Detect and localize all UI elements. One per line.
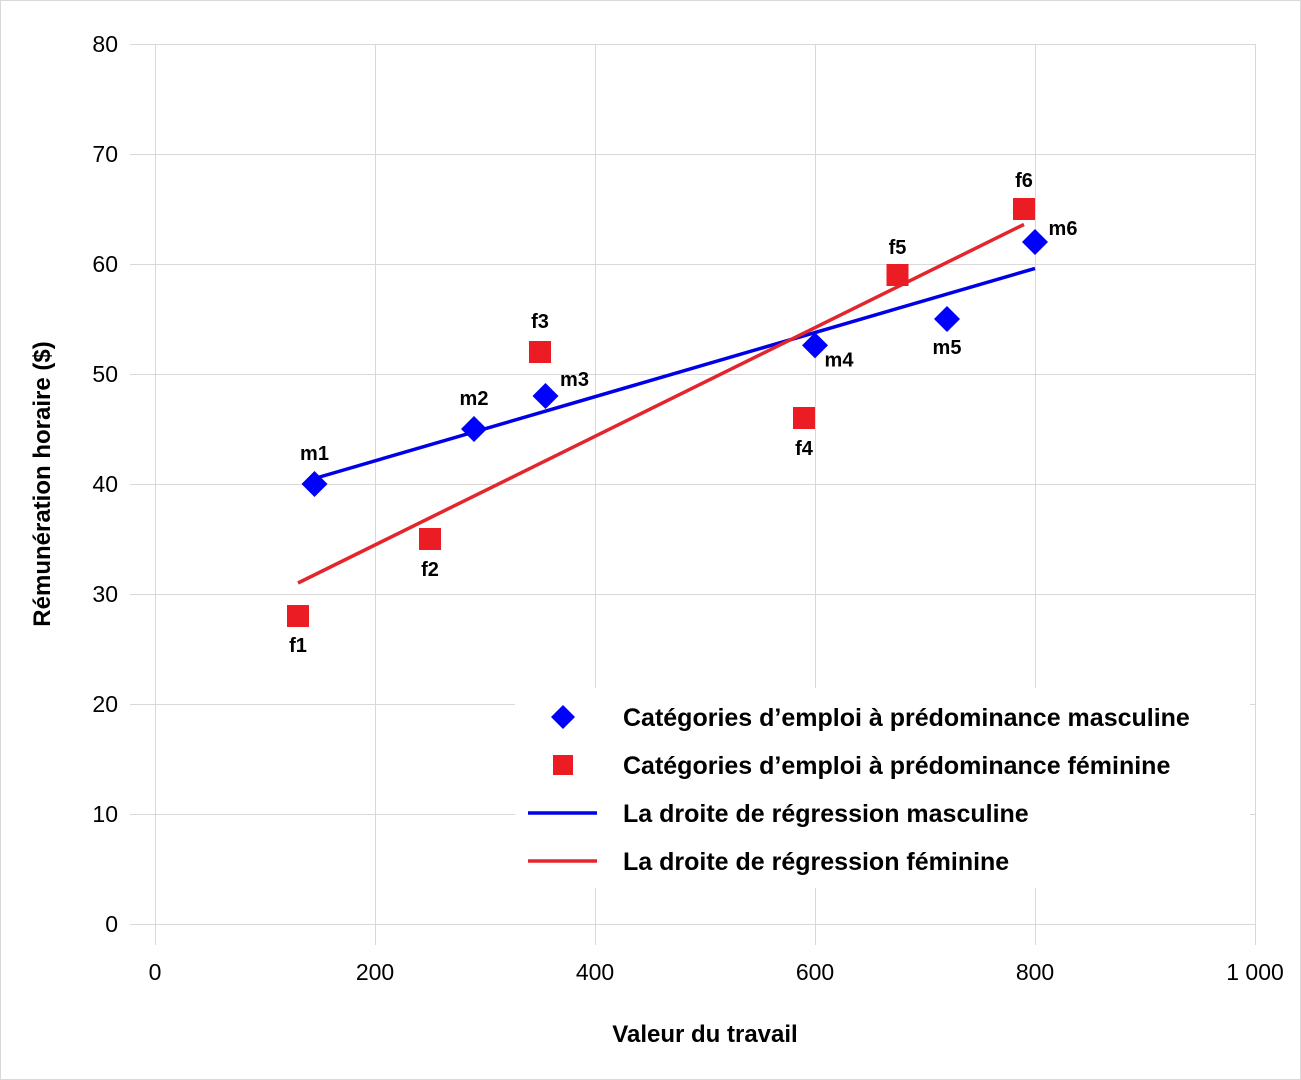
x-tick-label: 600 bbox=[796, 959, 834, 985]
legend-label-female-categories: Catégories d’emploi à prédominance fémin… bbox=[623, 752, 1170, 780]
y-tick-label: 80 bbox=[92, 31, 118, 57]
data-point-m5 bbox=[934, 306, 960, 332]
x-tick-label: 800 bbox=[1016, 959, 1054, 985]
x-tick-label: 200 bbox=[356, 959, 394, 985]
y-tick-label: 60 bbox=[92, 251, 118, 277]
legend-entry-female-categories: Catégories d’emploi à prédominance fémin… bbox=[553, 752, 1170, 780]
legend-entry-male-categories: Catégories d’emploi à prédominance mascu… bbox=[551, 704, 1190, 732]
y-tick-label: 40 bbox=[92, 471, 118, 497]
point-label-f1: f1 bbox=[289, 635, 307, 657]
legend-entry-female-regression: La droite de régression féminine bbox=[528, 848, 1009, 876]
legend-diamond-shape bbox=[551, 705, 575, 729]
y-axis-tick-labels: 0 10 20 30 40 50 60 70 80 bbox=[92, 31, 118, 937]
point-labels: m1 m2 m3 m4 m5 m6 f1 f2 f3 f4 f5 f6 bbox=[289, 170, 1077, 657]
legend-label-female-regression: La droite de régression féminine bbox=[623, 848, 1009, 876]
data-point-f6 bbox=[1013, 198, 1035, 220]
legend-square-marker bbox=[553, 755, 573, 775]
data-point-f4 bbox=[793, 407, 815, 429]
point-label-m5: m5 bbox=[933, 337, 962, 359]
point-label-f2: f2 bbox=[421, 559, 439, 581]
legend-diamond-marker bbox=[551, 705, 575, 729]
data-points bbox=[287, 198, 1048, 627]
y-tick-label: 0 bbox=[105, 911, 118, 937]
x-tick-label: 0 bbox=[149, 959, 162, 985]
legend-background bbox=[515, 688, 1250, 888]
legend-label-male-regression: La droite de régression masculine bbox=[623, 800, 1029, 828]
point-label-m3: m3 bbox=[560, 369, 589, 391]
legend-label-male-categories: Catégories d’emploi à prédominance mascu… bbox=[623, 704, 1190, 732]
legend: Catégories d’emploi à prédominance mascu… bbox=[515, 688, 1250, 888]
point-label-f4: f4 bbox=[795, 438, 814, 460]
y-tick-label: 50 bbox=[92, 361, 118, 387]
y-axis-title: Rémunération horaire ($) bbox=[29, 341, 56, 626]
point-label-m4: m4 bbox=[825, 349, 855, 371]
x-tick-label: 1 000 bbox=[1226, 959, 1284, 985]
y-tick-label: 20 bbox=[92, 691, 118, 717]
y-tick-label: 30 bbox=[92, 581, 118, 607]
data-point-f3 bbox=[529, 341, 551, 363]
point-label-m1: m1 bbox=[300, 443, 329, 465]
data-point-f1 bbox=[287, 605, 309, 627]
y-tick-label: 10 bbox=[92, 801, 118, 827]
point-label-f6: f6 bbox=[1015, 170, 1033, 192]
x-axis-title: Valeur du travail bbox=[612, 1021, 797, 1048]
point-label-m2: m2 bbox=[460, 388, 489, 410]
data-point-m3 bbox=[532, 383, 559, 409]
legend-entry-male-regression: La droite de régression masculine bbox=[528, 800, 1029, 828]
data-point-m6 bbox=[1022, 229, 1048, 255]
data-point-m1 bbox=[301, 471, 328, 497]
data-point-m2 bbox=[461, 416, 487, 442]
x-axis-tick-labels: 0 200 400 600 800 1 000 bbox=[149, 959, 1284, 985]
data-point-f2 bbox=[419, 528, 441, 550]
data-point-f5 bbox=[886, 264, 909, 286]
data-point-m4 bbox=[802, 332, 828, 359]
male-regression-line bbox=[314, 266, 1036, 481]
point-label-f5: f5 bbox=[889, 237, 907, 259]
point-label-f3: f3 bbox=[531, 311, 549, 333]
x-tick-label: 400 bbox=[576, 959, 614, 985]
y-tick-label: 70 bbox=[92, 141, 118, 167]
legend-square-shape bbox=[553, 755, 573, 775]
point-label-m6: m6 bbox=[1049, 218, 1078, 240]
